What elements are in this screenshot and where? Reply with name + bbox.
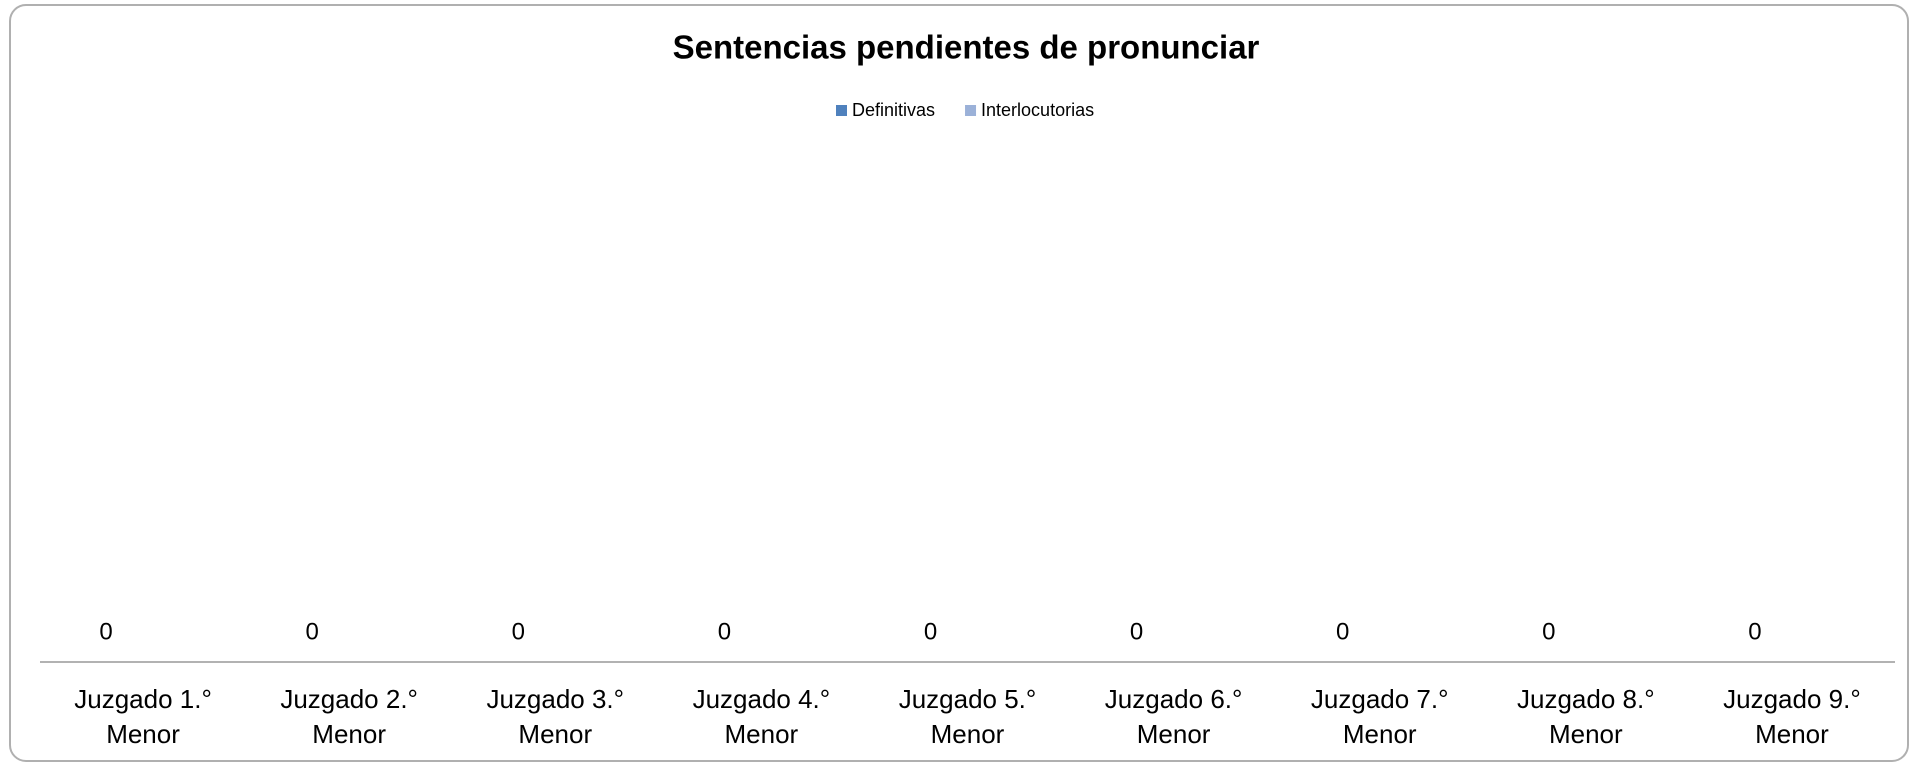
legend-swatch	[965, 105, 977, 116]
data-label: 0	[1748, 618, 1761, 645]
legend-label: Definitivas	[852, 100, 935, 120]
chart-border	[9, 4, 1909, 762]
x-tick-label: Juzgado 4.° Menor	[692, 684, 831, 749]
data-label: 0	[924, 618, 937, 645]
legend-label: Interlocutorias	[981, 100, 1094, 120]
x-tick-label: Juzgado 1.° Menor	[74, 684, 212, 749]
x-tick-label: Juzgado 2.° Menor	[280, 684, 418, 749]
data-label: 0	[718, 618, 731, 645]
data-label: 0	[99, 618, 112, 645]
x-tick-label: Juzgado 9.° Menor	[1723, 684, 1861, 749]
data-label: 0	[1542, 618, 1555, 645]
x-tick-label: Juzgado 5.° Menor	[898, 684, 1037, 749]
data-label: 0	[512, 618, 525, 645]
data-label: 0	[1130, 618, 1143, 645]
legend-swatch	[836, 105, 847, 116]
x-tick-label: Juzgado 7.° Menor	[1310, 684, 1449, 749]
chart-title: Sentencias pendientes de pronunciar	[673, 29, 1260, 66]
x-tick-label: Juzgado 8.° Menor	[1517, 684, 1655, 749]
x-tick-label: Juzgado 6.° Menor	[1104, 684, 1243, 749]
x-tick-label: Juzgado 3.° Menor	[486, 684, 625, 749]
data-label: 0	[305, 618, 318, 645]
data-label: 0	[1336, 618, 1349, 645]
